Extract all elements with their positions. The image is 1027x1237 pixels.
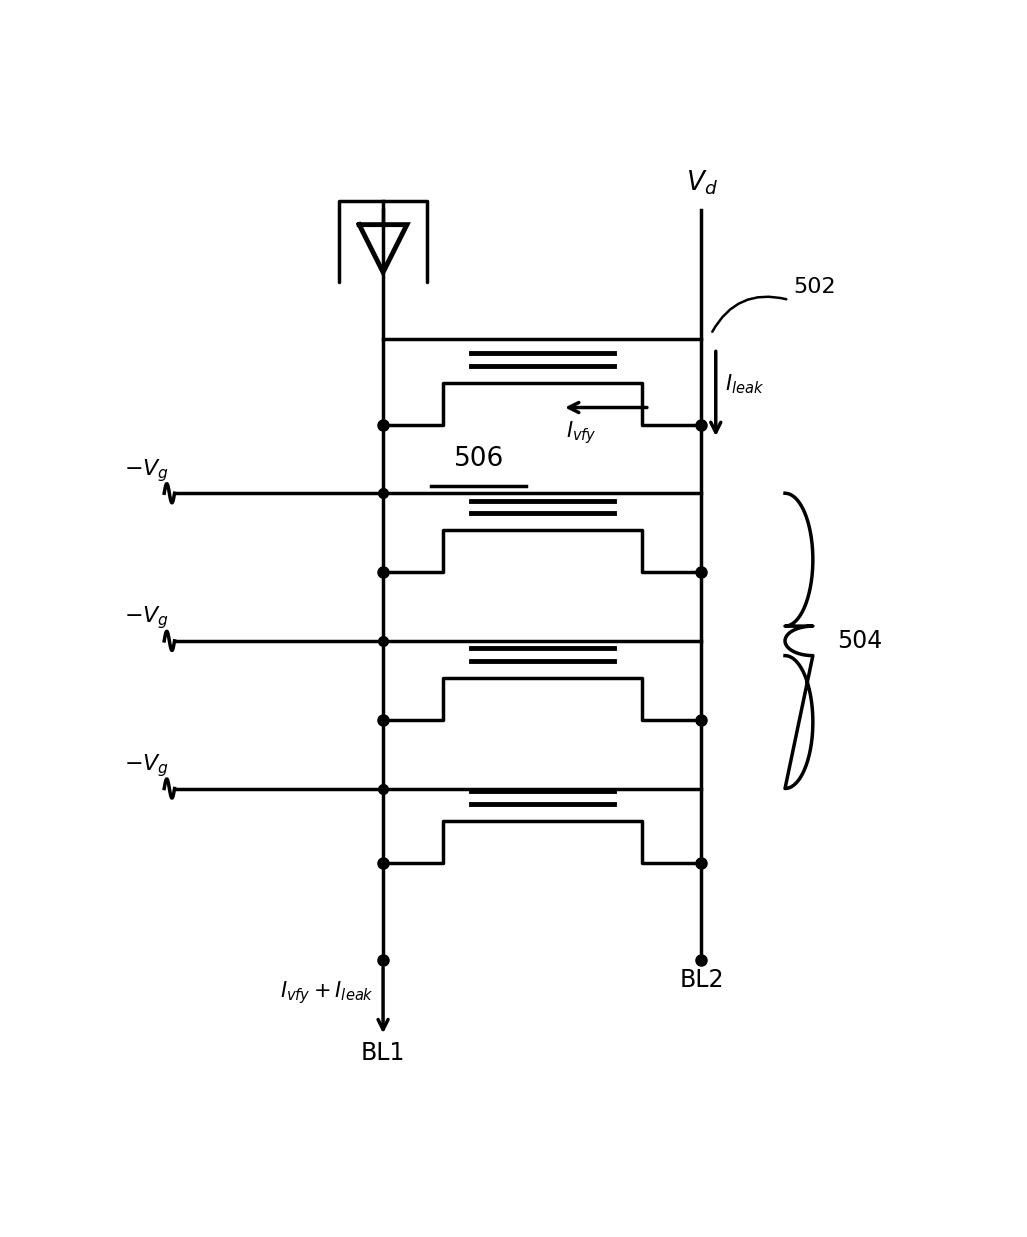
Text: $I_{leak}$: $I_{leak}$: [725, 372, 764, 396]
Text: 504: 504: [837, 628, 882, 653]
Text: $I_{vfy}$: $I_{vfy}$: [566, 419, 597, 445]
Text: $V_d$: $V_d$: [685, 168, 718, 197]
Text: 506: 506: [454, 447, 503, 473]
Text: $I_{vfy}+I_{leak}$: $I_{vfy}+I_{leak}$: [279, 980, 374, 1006]
Text: $-V_g$: $-V_g$: [124, 605, 169, 631]
Text: 502: 502: [793, 277, 836, 297]
Text: $-V_g$: $-V_g$: [124, 752, 169, 779]
Text: BL2: BL2: [679, 967, 724, 992]
Text: BL1: BL1: [360, 1040, 406, 1065]
Text: $-V_g$: $-V_g$: [124, 456, 169, 484]
